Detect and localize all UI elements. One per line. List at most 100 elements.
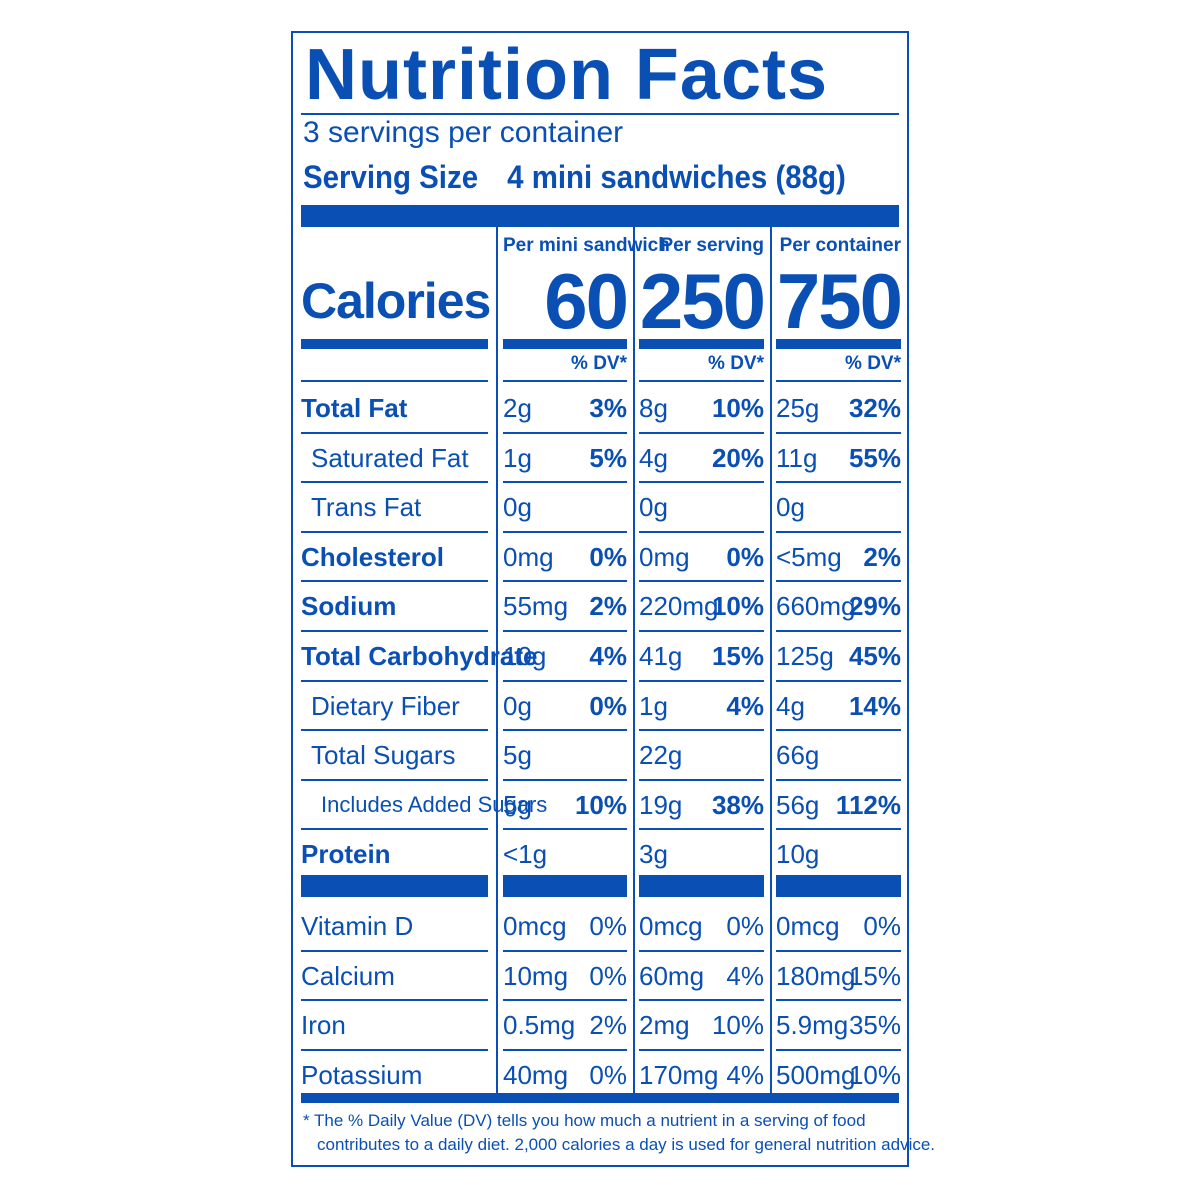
nutrient-dv-percent: 32% (848, 393, 901, 423)
row-divider (776, 778, 901, 781)
footnote-line-1: * The % Daily Value (DV) tells you how m… (303, 1111, 866, 1130)
nutrient-amount: 660mg (776, 591, 856, 622)
nutrient-dv-percent: 0% (726, 911, 764, 941)
nutrient-label: Dietary Fiber (311, 690, 460, 721)
row-divider (503, 431, 627, 434)
row-divider (503, 729, 627, 732)
label-title: Nutrition Facts (305, 35, 829, 115)
nutrient-dv-percent: 0% (589, 541, 627, 572)
row-divider (776, 431, 901, 434)
nutrient-amount: 10g (776, 839, 820, 870)
row-divider (639, 1048, 764, 1051)
nutrient-amount: 55mg (503, 591, 569, 622)
row-divider (639, 580, 764, 583)
row-divider (503, 1048, 627, 1051)
nutrient-amount: 2mg (639, 1010, 690, 1041)
row-divider (301, 778, 488, 781)
row-divider (301, 999, 488, 1002)
nutrient-amount: 8g (639, 393, 668, 423)
nutrient-amount: 1g (639, 690, 668, 721)
row-divider (639, 679, 764, 682)
row-divider (301, 1048, 488, 1051)
row-divider (301, 630, 488, 632)
nutrient-amount: 0mcg (639, 911, 703, 941)
vitamins-bar (503, 875, 627, 897)
nutrient-amount: 66g (776, 740, 820, 771)
row-divider (776, 729, 901, 732)
row-divider (776, 1048, 901, 1051)
nutrient-amount: 0.5mg (503, 1010, 576, 1041)
nutrient-amount: 0mg (639, 541, 690, 572)
vitamins-bar (301, 875, 488, 897)
nutrient-dv-percent: 0% (589, 960, 627, 991)
nutrient-dv-percent: 0% (589, 1059, 627, 1090)
nutrient-amount: 0g (639, 492, 668, 523)
nutrient-amount: 500mg (776, 1059, 856, 1090)
nutrient-amount: <5mg (776, 541, 842, 572)
nutrient-dv-percent: 10% (711, 1010, 764, 1041)
calories-label: Calories (301, 273, 491, 329)
nutrient-label: Saturated Fat (311, 442, 469, 473)
nutrient-amount: 180mg (776, 960, 856, 991)
nutrient-dv-percent: 3% (589, 393, 627, 423)
row-divider (776, 481, 901, 484)
row-divider (639, 431, 764, 434)
nutrient-amount: 56g (776, 789, 820, 820)
row-divider (301, 828, 488, 831)
row-divider (639, 778, 764, 781)
nutrient-amount: 4g (776, 690, 805, 721)
nutrient-label: Calcium (301, 960, 395, 991)
nutrient-amount: 4g (639, 442, 668, 473)
nutrient-dv-percent: 45% (848, 641, 901, 671)
row-divider (639, 380, 764, 382)
column-header: Per container (779, 235, 901, 256)
row-divider (301, 729, 488, 732)
nutrient-dv-percent: 10% (711, 591, 764, 622)
nutrient-label: Trans Fat (311, 492, 422, 523)
nutrient-amount: 5g (503, 740, 532, 771)
nutrient-amount: 170mg (639, 1059, 719, 1090)
calories-value: 750 (776, 257, 903, 345)
row-divider (301, 380, 488, 382)
nutrient-amount: 0g (776, 492, 805, 523)
nutrient-dv-percent: 2% (863, 541, 901, 572)
nutrient-label: Cholesterol (301, 541, 445, 572)
row-divider (776, 828, 901, 831)
nutrient-label: Sodium (301, 591, 397, 622)
nutrient-amount: 0mcg (776, 911, 840, 941)
dv-header: % DV* (571, 353, 627, 374)
nutrient-label: Vitamin D (301, 911, 414, 941)
nutrient-dv-percent: 15% (711, 641, 764, 671)
row-divider (301, 431, 488, 434)
nutrient-label: Total Carbohydrate (301, 641, 538, 671)
row-divider (301, 580, 488, 583)
calories-value: 250 (639, 257, 766, 345)
footnote: * The % Daily Value (DV) tells you how m… (303, 1109, 936, 1157)
nutrient-dv-percent: 4% (726, 690, 764, 721)
calories-bar (301, 339, 488, 349)
calories-bar (503, 339, 627, 349)
nutrient-label: Includes Added Sugars (321, 791, 548, 817)
row-divider (503, 580, 627, 583)
nutrient-dv-percent: 4% (726, 960, 764, 991)
nutrient-dv-percent: 0% (863, 911, 901, 941)
nutrient-amount: 11g (776, 442, 818, 473)
nutrient-amount: 25g (776, 393, 820, 423)
nutrient-dv-percent: 10% (848, 1059, 901, 1090)
row-divider (503, 530, 627, 533)
nutrient-dv-percent: 10% (711, 393, 764, 423)
nutrient-amount: 0g (503, 690, 532, 721)
nutrient-label: Total Sugars (311, 740, 456, 771)
row-divider (503, 999, 627, 1002)
footnote-line-2: contributes to a daily diet. 2,000 calor… (317, 1135, 936, 1154)
nutrient-amount: 5g (503, 789, 532, 820)
nutrient-label: Protein (301, 839, 391, 870)
nutrient-dv-percent: 2% (589, 1010, 627, 1041)
row-divider (503, 679, 627, 682)
nutrient-amount: 0mg (503, 541, 554, 572)
row-divider (776, 630, 901, 632)
nutrient-amount: 1g (503, 442, 532, 473)
column-header: Per mini sandwich (503, 235, 670, 256)
row-divider (776, 679, 901, 682)
nutrient-amount: 10g (503, 641, 547, 671)
